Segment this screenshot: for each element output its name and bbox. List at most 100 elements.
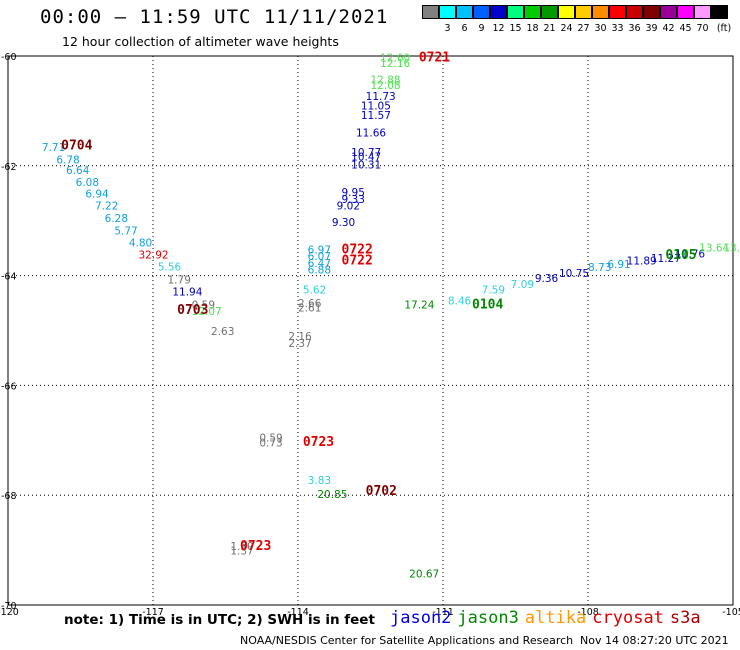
satellite-cryosat: cryosat — [592, 608, 664, 628]
wave-height-value: 11.89 — [627, 256, 657, 268]
map-subtitle: 12 hour collection of altimeter wave hei… — [62, 34, 339, 49]
legend-swatch — [439, 5, 456, 19]
wave-height-value: 6.94 — [85, 189, 109, 201]
lon-tick-label: -108 — [577, 607, 599, 618]
wave-height-value: 3.83 — [308, 475, 331, 487]
wave-height-value: 6.78 — [56, 155, 79, 167]
map-grid — [8, 56, 733, 605]
track-id-label: 0104 — [472, 298, 503, 313]
track-id-label: 0704 — [61, 138, 92, 153]
legend-swatch — [660, 5, 677, 19]
wave-height-value: 7.09 — [511, 279, 534, 291]
lon-tick-label: -114 — [287, 607, 309, 618]
wave-height-value: 5.62 — [303, 285, 326, 297]
satellite-jason2: jason2 — [390, 608, 452, 628]
wave-height-value: 1.37 — [230, 545, 253, 557]
satellite-legend: jason2 jason3 altika cryosat s3a — [390, 608, 707, 628]
wave-height-value: 2.66 — [298, 298, 322, 310]
map-frame — [7, 55, 734, 606]
wave-height-value: 2.16 — [288, 331, 312, 343]
wave-height-value: 12.07 — [192, 306, 222, 318]
legend-label: 9 — [478, 23, 485, 34]
color-legend: 3 6 9 12 15 18 21 24 27 30 33 36 39 42 45 70 (ft) — [422, 5, 731, 35]
wave-height-value: 20.85 — [317, 489, 347, 501]
legend-label: 36 — [628, 23, 641, 34]
track-id-label: 0721 — [419, 50, 450, 65]
axis-ticks: -120 -117 -114 -111 -108 -105 -60 -62 -64 -66 -68 -… — [0, 52, 740, 618]
legend-label: 18 — [526, 23, 539, 34]
credit-line: NOAA/NESDIS Center for Satellite Applica… — [240, 634, 574, 647]
map-title: 00:00 – 11:59 UTC 11/11/2021 — [40, 6, 389, 28]
legend-label: 33 — [611, 23, 624, 34]
satellite-altika: altika — [524, 608, 587, 628]
wave-height-value: 8.73 — [588, 262, 611, 274]
wave-height-value: 11.57 — [361, 110, 391, 122]
lon-tick-label: -105 — [722, 607, 740, 618]
lat-tick-label: -68 — [1, 491, 17, 502]
legend-swatch — [456, 5, 473, 19]
legend-swatch — [626, 5, 643, 19]
lat-tick-label: -60 — [1, 52, 17, 63]
wave-height-value: 9.95 — [342, 187, 365, 199]
legend-label: 30 — [594, 23, 607, 34]
wave-height-value: 0.73 — [259, 437, 282, 449]
legend-label: 70 — [696, 23, 709, 34]
lat-tick-label: -62 — [1, 162, 17, 173]
wave-height-value: 7.22 — [95, 201, 118, 213]
legend-label: 45 — [679, 23, 692, 34]
wave-height-value: 12.60 — [380, 52, 410, 64]
generated-timestamp: Nov 14 08:27:20 UTC 2021 — [580, 634, 729, 647]
legend-label: 12 — [492, 23, 505, 34]
satellite-jason3: jason3 — [457, 608, 519, 628]
wave-height-value: 6.07 — [308, 251, 331, 263]
wave-height-value: 10.77 — [351, 147, 381, 159]
legend-label: 39 — [645, 23, 658, 34]
lon-tick-label: -117 — [142, 607, 164, 618]
wave-height-value: 11.66 — [356, 128, 386, 140]
wave-height-value: 6.08 — [76, 177, 99, 189]
wave-height-value: 20.67 — [409, 569, 439, 581]
wave-height-value: 9.33 — [342, 194, 365, 206]
wave-height-value: 9.02 — [337, 201, 360, 213]
legend-swatch — [575, 5, 592, 19]
legend-swatch — [592, 5, 609, 19]
legend-swatch — [643, 5, 660, 19]
legend-swatch — [711, 5, 728, 19]
wave-height-value: 6.88 — [308, 264, 331, 276]
legend-swatch — [677, 5, 694, 19]
wave-height-value: 10.47 — [351, 151, 381, 163]
satellite-s3a: s3a — [669, 608, 701, 628]
wave-height-value: 17.24 — [404, 300, 434, 312]
legend-label: 42 — [662, 23, 675, 34]
wave-height-value: 12.16 — [380, 58, 410, 70]
legend-swatch — [507, 5, 524, 19]
legend-swatch — [422, 5, 439, 19]
wave-height-value: 13.64 — [699, 242, 729, 254]
legend-label: 21 — [543, 23, 556, 34]
wave-height-value: 7.59 — [482, 285, 505, 297]
wave-height-value: 32.92 — [139, 250, 169, 262]
wave-height-value: 6.91 — [607, 259, 630, 271]
wave-height-value: 0.59 — [192, 300, 215, 312]
wave-height-value: 12.08 — [371, 80, 401, 92]
wave-height-value: 6.64 — [66, 165, 90, 177]
wave-height-value: 11.05 — [361, 100, 391, 112]
wave-height-value: 6.28 — [105, 213, 128, 225]
legend-label: 27 — [577, 23, 590, 34]
wave-height-value: 2.61 — [298, 302, 321, 314]
track-id-label: 0722 — [342, 254, 373, 269]
track-id-label: 0723 — [303, 435, 334, 450]
wave-height-value: 10.31 — [351, 160, 381, 172]
lat-tick-label: -66 — [1, 381, 17, 392]
legend-label: 15 — [509, 23, 522, 34]
wave-height-value: 0.59 — [259, 432, 282, 444]
wave-height-value: 9.36 — [535, 273, 559, 285]
legend-swatch — [694, 5, 711, 19]
legend-swatch — [490, 5, 507, 19]
lon-tick-label: -120 — [0, 607, 19, 618]
track-id-label: 0105 — [665, 248, 696, 263]
wave-height-value: 2.37 — [288, 338, 311, 350]
wave-height-value: 11.94 — [172, 286, 202, 298]
